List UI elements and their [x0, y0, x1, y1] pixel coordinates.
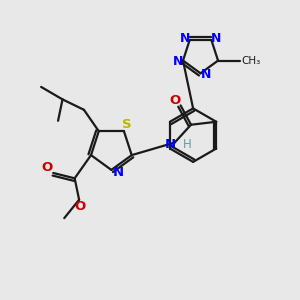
Text: N: N: [179, 32, 190, 45]
Text: H: H: [183, 138, 191, 151]
Text: N: N: [200, 68, 211, 81]
Text: N: N: [165, 138, 176, 151]
Text: N: N: [112, 167, 124, 179]
Text: N: N: [173, 55, 183, 68]
Text: O: O: [74, 200, 85, 213]
Text: N: N: [211, 32, 222, 45]
Text: O: O: [169, 94, 181, 106]
Text: CH₃: CH₃: [241, 56, 260, 66]
Text: S: S: [122, 118, 132, 131]
Text: O: O: [42, 161, 53, 174]
